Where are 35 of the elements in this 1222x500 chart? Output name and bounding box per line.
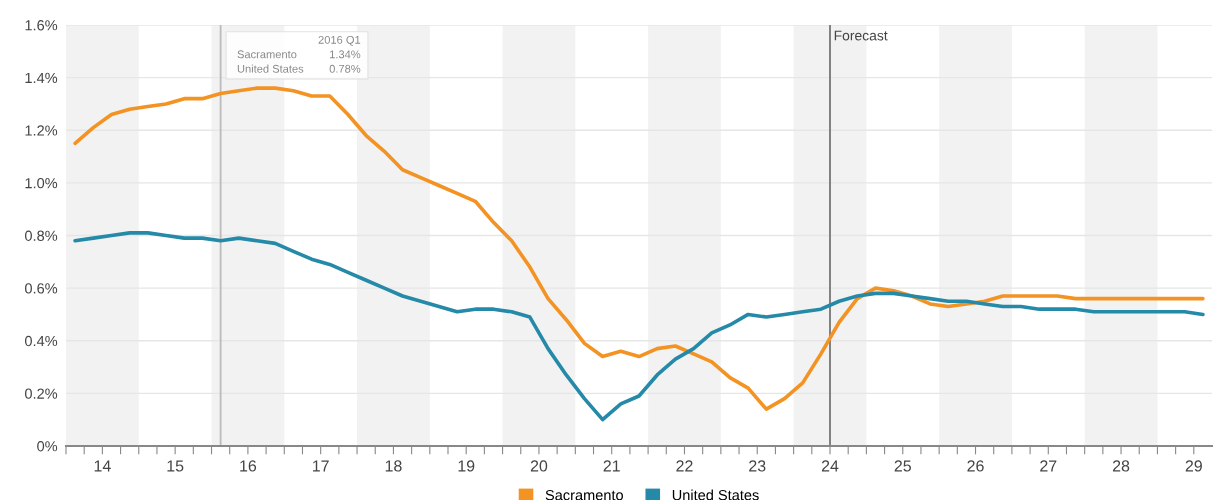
x-tick-label: 17: [313, 460, 329, 472]
x-tick-label: 29: [1185, 460, 1202, 472]
x-tick-label: 27: [1040, 460, 1057, 472]
line-series: [73, 86, 1205, 411]
y-tick-label: 1.6%: [25, 20, 58, 31]
line-series: [73, 231, 1205, 422]
y-tick-label: 0%: [37, 441, 58, 452]
y-tick-label: 0.2%: [25, 388, 58, 399]
x-tick-label: 22: [676, 460, 693, 472]
x-tick-label: 15: [167, 460, 184, 472]
y-tick-label: 0.6%: [25, 283, 58, 294]
x-tick-label: 14: [94, 460, 111, 472]
x-tick-label: 23: [749, 460, 766, 472]
x-tick-label: 28: [1112, 460, 1130, 472]
ref-line-label: Forecast: [834, 30, 888, 41]
annotation: 2016 Q1: [318, 35, 361, 46]
y-tick-label: 0.4%: [25, 335, 58, 347]
x-tick-label: 18: [385, 460, 402, 472]
x-tick-label: 21: [603, 460, 620, 472]
y-tick-label: 1.2%: [25, 125, 58, 136]
y-tick-label: 1.0%: [25, 177, 58, 189]
y-tick-label: 0.8%: [25, 230, 58, 241]
x-tick-label: 19: [458, 460, 475, 472]
annotation: Sacramento: [237, 50, 297, 59]
x-tick-label: 16: [240, 460, 257, 472]
x-tick-label: 20: [530, 460, 548, 472]
legend-label: United States: [672, 489, 759, 500]
y-tick-label: 1.4%: [25, 72, 58, 83]
x-tick-label: 25: [894, 460, 911, 472]
legend-label: Sacramento: [545, 489, 623, 500]
x-tick-label: 26: [967, 460, 984, 472]
annotation: 1.34%: [330, 50, 361, 59]
x-tick-label: 24: [821, 460, 839, 472]
annotation: United States: [237, 64, 304, 73]
annotation: 0.78%: [329, 64, 361, 73]
